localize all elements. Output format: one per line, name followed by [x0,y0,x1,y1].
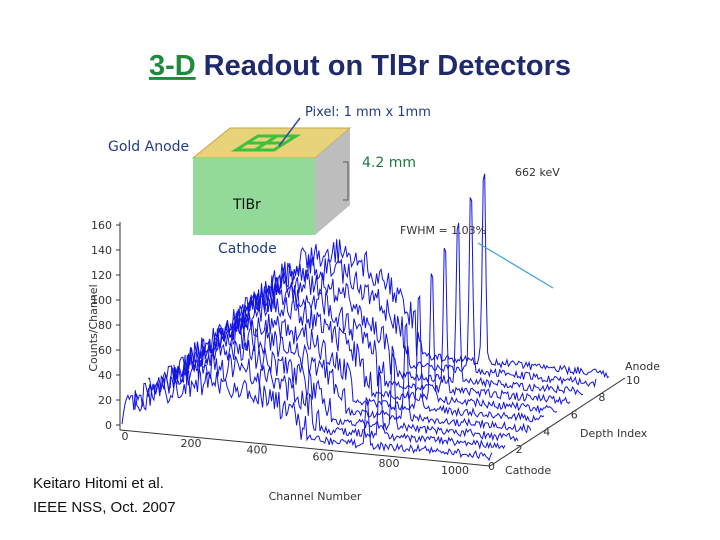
citation: Keitaro Hitomi et al. [33,475,164,492]
spectrum-trace [238,173,610,379]
spectrum-trace [212,222,584,396]
fwhm-label: FWHM = 1.03% [400,224,486,237]
depth-tick-label: 10 [626,374,640,387]
spectrum-trace [199,247,571,406]
title-rest: Readout on TlBr Detectors [204,50,571,82]
citation: IEEE NSS, Oct. 2007 [33,499,176,516]
detector [191,117,352,235]
spectrum-trace [160,322,532,434]
fwhm-arrow [477,242,554,289]
pixel-grid [230,134,302,152]
y-tick-label: 140 [91,244,112,257]
y-axis-label: Counts/Channel [87,284,100,371]
depth-anode-label: Anode [625,360,660,373]
depth-tick-label: 8 [598,391,605,404]
spectrum-trace [225,197,597,389]
y-tick-label: 100 [91,294,112,307]
y-tick-label: 40 [98,369,112,382]
x-axis [119,429,491,467]
x-tick-label: 800 [379,457,400,470]
cathode-label: Cathode [218,241,277,257]
depth-tick-label: 2 [516,443,523,456]
y-tick-label: 160 [91,219,112,232]
y-tick-label: 80 [98,319,112,332]
thickness-label: 4.2 mm [362,155,416,171]
pixel-label: Pixel: 1 mm x 1mm [305,105,431,120]
spectrum-trace [121,368,493,462]
title: 3-D Readout on TlBr Detectors [149,50,571,82]
x-tick-label: 600 [313,450,334,463]
spectra [121,173,610,462]
depth-axis-label: Depth Index [580,427,648,440]
depth-cathode-label: Cathode [505,464,551,477]
arrow [278,117,301,147]
peak-label: 662 keV [515,166,560,179]
spectrum-trace [147,340,519,443]
x-axis-label: Channel Number [269,490,362,503]
bracket [343,161,349,201]
depth-tick-label: 0 [488,460,495,473]
y-tick-label: 0 [105,419,112,432]
y-tick-label: 120 [91,269,112,282]
x-tick-label: 0 [122,430,129,443]
depth-axis [489,377,626,467]
x-tick-label: 1000 [441,464,469,477]
y-tick-label: 60 [98,344,112,357]
material-label: TlBr [232,197,261,213]
x-tick-label: 200 [181,437,202,450]
y-tick-label: 20 [98,394,112,407]
pixel-grid [254,134,278,152]
anode-label: Gold Anode [108,139,189,155]
depth-tick-label: 6 [571,408,578,421]
spectrum-trace [134,353,506,450]
title-highlight: 3-D [149,50,196,82]
side-face [315,128,350,235]
front-face [193,158,315,235]
x-tick-label: 400 [247,444,268,457]
depth-tick-label: 4 [543,426,550,439]
